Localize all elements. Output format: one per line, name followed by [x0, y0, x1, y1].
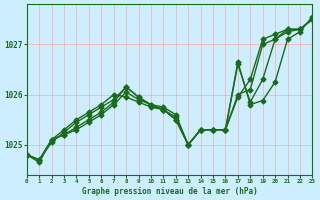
X-axis label: Graphe pression niveau de la mer (hPa): Graphe pression niveau de la mer (hPa)	[82, 187, 258, 196]
